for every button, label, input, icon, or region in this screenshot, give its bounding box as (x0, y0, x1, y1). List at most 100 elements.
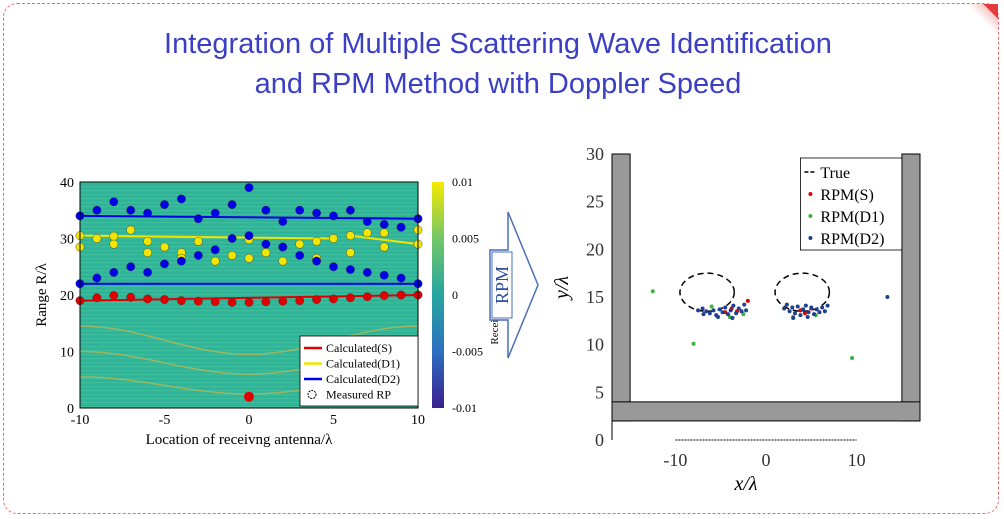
scatter-point (784, 302, 789, 307)
calculated-point (362, 268, 372, 277)
x-axis-label: x/λ (733, 473, 757, 495)
calculated-point (126, 262, 136, 272)
calculated-point (160, 200, 169, 209)
scatter-point (704, 309, 709, 314)
scatter-point (701, 312, 706, 317)
scatter-point (709, 304, 714, 309)
scatter-point (715, 315, 720, 320)
calculated-point (312, 236, 321, 246)
calculated-point (109, 239, 119, 249)
rpm-arrow-shape (489, 211, 539, 359)
y-tick-label: 30 (586, 144, 604, 164)
calculated-point (345, 265, 355, 274)
y-axis-label: y/λ (551, 276, 573, 301)
scatter-point (814, 307, 819, 312)
calculated-point (143, 236, 153, 246)
scatter-point (850, 356, 855, 361)
legend-marker (307, 390, 317, 399)
calculated-point (362, 217, 372, 226)
calculated-point (396, 222, 406, 232)
legend-label: Calculated(D2) (326, 372, 400, 386)
legend-label: True (820, 165, 850, 182)
x-tick-label: -10 (71, 413, 90, 428)
calculated-point (379, 228, 389, 238)
colorbar-tick-label: 0.005 (452, 232, 479, 246)
scatter-point (741, 312, 746, 317)
calculated-line (79, 214, 419, 220)
legend-label: Measured RP (326, 388, 391, 402)
scatter-point (795, 304, 800, 309)
scatter-point (734, 311, 739, 316)
calculated-point (312, 295, 321, 304)
y-tick-label: 10 (586, 335, 604, 355)
colorbar (432, 182, 444, 408)
calculated-line (79, 294, 419, 302)
y-tick-label: 15 (586, 287, 604, 307)
calculated-point (278, 242, 288, 252)
scatter-point (825, 303, 830, 308)
calculated-point (379, 242, 389, 252)
calculated-point (345, 231, 355, 241)
y-tick-label: 20 (60, 289, 74, 304)
legend-marker (808, 236, 813, 240)
scatter-point (717, 307, 722, 312)
y-axis-label: Range R/λ (34, 263, 50, 327)
rpm-label-box (491, 251, 513, 319)
calculated-point (379, 291, 389, 300)
calculated-point (261, 239, 271, 249)
floor-wall (611, 401, 921, 422)
true-ellipse (679, 272, 736, 313)
calculated-point (92, 205, 102, 215)
calculated-point (193, 214, 203, 224)
scatter-point (725, 312, 730, 317)
scatter-point (707, 311, 712, 316)
scatter-point (745, 298, 750, 303)
calculated-point (143, 294, 153, 304)
scatter-point (730, 315, 735, 320)
calculated-point (329, 234, 338, 243)
calculated-point (227, 297, 237, 307)
calculated-point (329, 211, 338, 221)
calculated-point (312, 208, 321, 218)
calculated-point (295, 251, 305, 260)
y-tick-label: 20 (586, 239, 604, 259)
calculated-line (79, 234, 334, 240)
slide-frame (3, 3, 999, 514)
calculated-point (92, 273, 102, 283)
calculated-point (160, 242, 169, 252)
calculated-point (210, 208, 220, 218)
calculated-point (329, 294, 338, 304)
calculated-point (160, 295, 169, 304)
colorbar-tick-label: 0 (452, 288, 458, 302)
scatter-point (787, 309, 792, 314)
y-tick-label: 30 (60, 233, 74, 248)
calculated-point (109, 268, 119, 277)
x-tick-label: -10 (663, 450, 687, 470)
scatter-point (803, 303, 808, 308)
scatter-point (739, 309, 744, 314)
calculated-point (278, 256, 288, 266)
scatter-point (700, 306, 705, 311)
scatter-point (731, 303, 736, 308)
calculated-point (143, 248, 153, 258)
calculated-point (109, 291, 119, 300)
calculated-point (379, 270, 389, 280)
title-line-2: and RPM Method with Doppler Speed (254, 68, 742, 100)
scatter-point (691, 341, 696, 346)
rpm-arrow: RPM (489, 211, 539, 359)
calculated-point (176, 194, 186, 204)
colorbar-tick-label: -0.01 (452, 401, 477, 415)
calculated-point (92, 234, 102, 243)
y-tick-label: 0 (595, 430, 604, 450)
calculated-point (109, 197, 119, 207)
scatter-point (728, 308, 733, 313)
calculated-point (92, 293, 102, 303)
scatter-point (792, 311, 797, 316)
calculated-point (227, 200, 237, 209)
calculated-point (379, 219, 389, 229)
scatter-point (822, 309, 827, 314)
calculated-point (176, 256, 186, 266)
x-tick-label: 10 (848, 450, 866, 470)
calculated-point (227, 234, 237, 243)
